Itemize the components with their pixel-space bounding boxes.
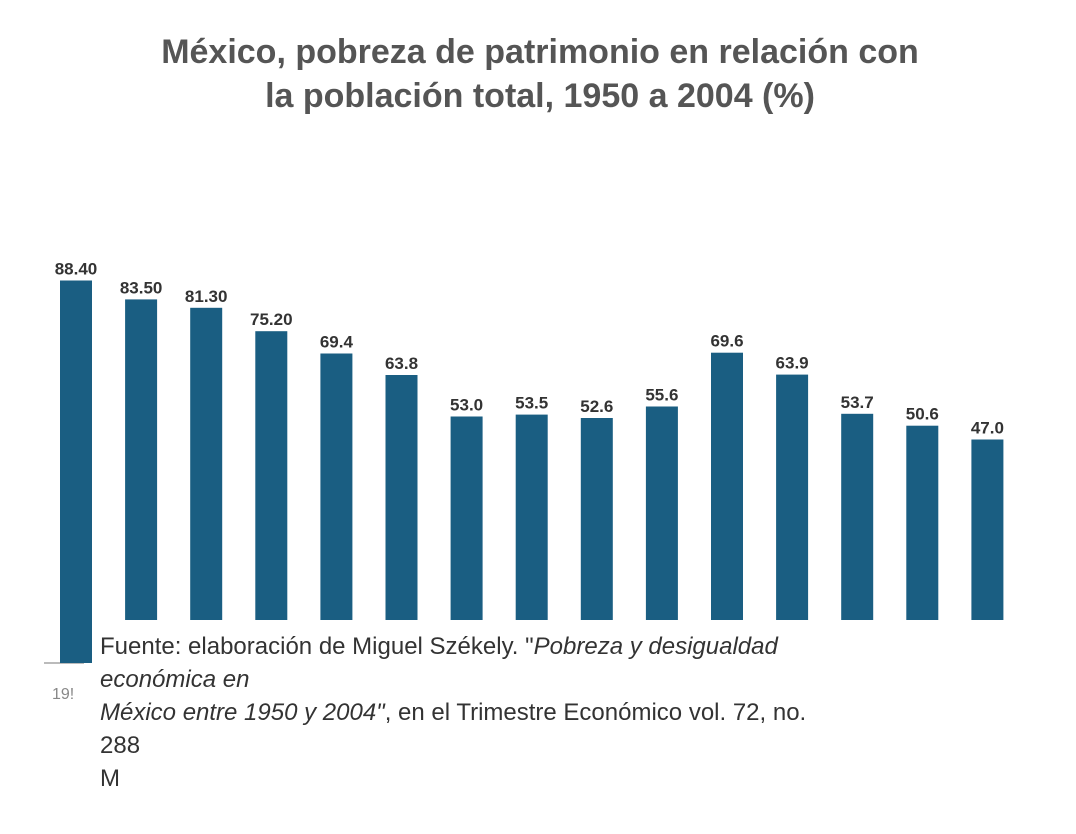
value-label-9: 55.6 xyxy=(645,386,678,405)
bar-5 xyxy=(385,375,418,620)
value-label-3: 75.20 xyxy=(250,310,293,329)
source-line-3-italic: México entre 1950 y 2004" xyxy=(100,699,385,726)
source-line-5: M xyxy=(100,765,120,792)
bar-8 xyxy=(580,418,613,620)
source-line-1-italic: Pobreza y desigualdad xyxy=(533,633,778,660)
value-label-11: 63.9 xyxy=(776,354,809,373)
bar-13 xyxy=(906,425,939,620)
source-line-3: México entre 1950 y 2004", en el Trimest… xyxy=(100,696,1000,729)
value-label-5: 63.8 xyxy=(385,354,418,373)
source-line-3-rest: , en el Trimestre Económico vol. 72, no. xyxy=(384,699,807,726)
value-label-0: 88.40 xyxy=(55,260,98,279)
chart-title: México, pobreza de patrimonio en relació… xyxy=(60,30,1020,118)
chart-title-line-2: la población total, 1950 a 2004 (%) xyxy=(265,77,815,115)
bar-12 xyxy=(841,413,874,620)
bar-11 xyxy=(776,374,809,620)
x-tick-label-first: 19! xyxy=(52,686,74,703)
bar-9 xyxy=(645,406,678,620)
source-line-1: Fuente: elaboración de Miguel Székely. "… xyxy=(100,630,1000,663)
source-line-2-italic: económica en xyxy=(100,666,250,693)
value-labels: 88.40 83.50 81.30 75.20 69.4 63.8 53.0 53.5 52.6… xyxy=(55,260,1004,438)
value-label-2: 81.30 xyxy=(185,287,228,306)
value-label-1: 83.50 xyxy=(120,278,163,297)
bar-0 xyxy=(60,280,92,663)
source-line-4: 288 xyxy=(100,732,141,759)
value-label-4: 69.4 xyxy=(320,333,354,352)
value-label-13: 50.6 xyxy=(906,405,939,424)
source-line-2: económica en xyxy=(100,663,1000,696)
source-line-1-prefix: Fuente: elaboración de Miguel Székely. " xyxy=(100,633,534,660)
value-label-10: 69.6 xyxy=(710,332,743,351)
source-note: Fuente: elaboración de Miguel Székely. "… xyxy=(100,630,1000,795)
bar-10 xyxy=(711,352,743,620)
bar-series xyxy=(60,280,1004,663)
chart-title-line-1: México, pobreza de patrimonio en relació… xyxy=(161,33,919,71)
bar-3 xyxy=(255,331,288,620)
bar-7 xyxy=(515,414,548,620)
bar-6 xyxy=(450,416,483,620)
value-label-6: 53.0 xyxy=(450,396,483,415)
bar-1 xyxy=(125,299,158,620)
bar-14 xyxy=(971,439,1004,620)
value-label-12: 53.7 xyxy=(841,393,874,412)
value-label-8: 52.6 xyxy=(580,397,613,416)
bar-4 xyxy=(320,353,353,620)
bar-2 xyxy=(190,307,223,620)
value-label-14: 47.0 xyxy=(971,419,1004,438)
value-label-7: 53.5 xyxy=(515,394,548,413)
